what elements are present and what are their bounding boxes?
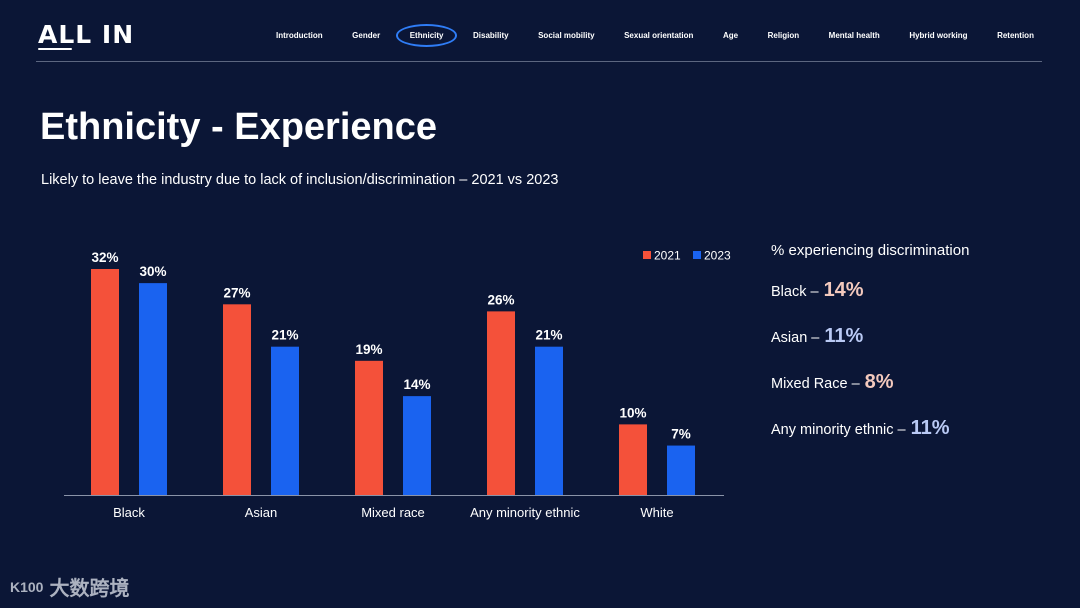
bar-2023-white (667, 445, 695, 495)
legend-label-2023: 2023 (704, 249, 731, 263)
header-divider (36, 61, 1042, 62)
x-tick-label: White (640, 505, 673, 520)
logo-underline (38, 48, 72, 50)
data-label: 7% (671, 427, 691, 442)
data-label: 14% (403, 377, 430, 392)
discrimination-value: 14% (823, 279, 864, 301)
nav-ethnicity[interactable]: Ethnicity (395, 24, 458, 47)
bar-2023-asian (271, 346, 299, 495)
data-label: 21% (271, 328, 298, 343)
data-label: 21% (535, 328, 562, 343)
data-label: 19% (355, 342, 382, 357)
data-label: 30% (139, 264, 166, 279)
data-label: 10% (619, 405, 646, 420)
watermark-logo-icon: K100 (10, 578, 44, 595)
x-tick-label: Black (113, 505, 145, 520)
bar-2023-mixed-race (403, 396, 431, 495)
top-nav: Introduction Gender Ethnicity Disability… (270, 24, 1040, 47)
nav-gender[interactable]: Gender (352, 31, 381, 40)
discrimination-label: Any minority ethnic – (771, 422, 906, 438)
watermark: K100 大数跨境 (10, 572, 129, 601)
nav-disability[interactable]: Disability (473, 31, 509, 40)
nav-religion[interactable]: Religion (767, 31, 800, 40)
data-label: 32% (91, 250, 118, 265)
data-label: 27% (223, 285, 250, 300)
bar-2021-any-minority-ethnic (487, 311, 515, 495)
discrimination-label: Asian – (771, 330, 820, 346)
brand-logo[interactable]: ALL IN (38, 20, 135, 49)
nav-hybrid-working[interactable]: Hybrid working (909, 31, 968, 40)
discrimination-item-mixed-race: Mixed Race – 8% (771, 371, 1061, 417)
legend-swatch-2021 (643, 251, 651, 259)
bar-2023-black (139, 283, 167, 495)
discrimination-value: 11% (824, 325, 864, 347)
discrimination-label: Mixed Race – (771, 376, 860, 392)
nav-social-mobility[interactable]: Social mobility (538, 31, 595, 40)
bar-2021-black (91, 269, 119, 495)
data-label: 26% (487, 292, 514, 307)
x-tick-label: Mixed race (361, 505, 425, 520)
nav-age[interactable]: Age (722, 31, 739, 40)
discrimination-item-any-minority-ethnic: Any minority ethnic – 11% (771, 417, 1061, 463)
bar-2021-mixed-race (355, 360, 383, 495)
nav-introduction[interactable]: Introduction (276, 31, 323, 40)
x-tick-label: Any minority ethnic (470, 505, 580, 520)
discrimination-label: Black – (771, 284, 819, 300)
legend-swatch-2023 (693, 251, 701, 259)
nav-retention[interactable]: Retention (997, 31, 1034, 40)
discrimination-item-black: Black – 14% (771, 279, 1061, 325)
discrimination-panel-title: % experiencing discrimination (771, 242, 970, 259)
chart-subtitle: Likely to leave the industry due to lack… (41, 172, 559, 188)
discrimination-item-asian: Asian – 11% (771, 325, 1061, 371)
bar-2023-any-minority-ethnic (535, 346, 563, 495)
bar-2021-asian (223, 304, 251, 495)
discrimination-value: 11% (910, 417, 950, 439)
nav-mental-health[interactable]: Mental health (828, 31, 880, 40)
x-tick-label: Asian (245, 505, 278, 520)
legend-label-2021: 2021 (654, 249, 681, 263)
discrimination-panel: % experiencing discrimination Black – 14… (771, 242, 1061, 463)
watermark-text: 大数跨境 (49, 578, 130, 600)
bar-2021-white (619, 424, 647, 495)
nav-sexual-orientation[interactable]: Sexual orientation (624, 31, 694, 40)
discrimination-value: 8% (864, 371, 894, 393)
page-title: Ethnicity - Experience (40, 106, 438, 148)
